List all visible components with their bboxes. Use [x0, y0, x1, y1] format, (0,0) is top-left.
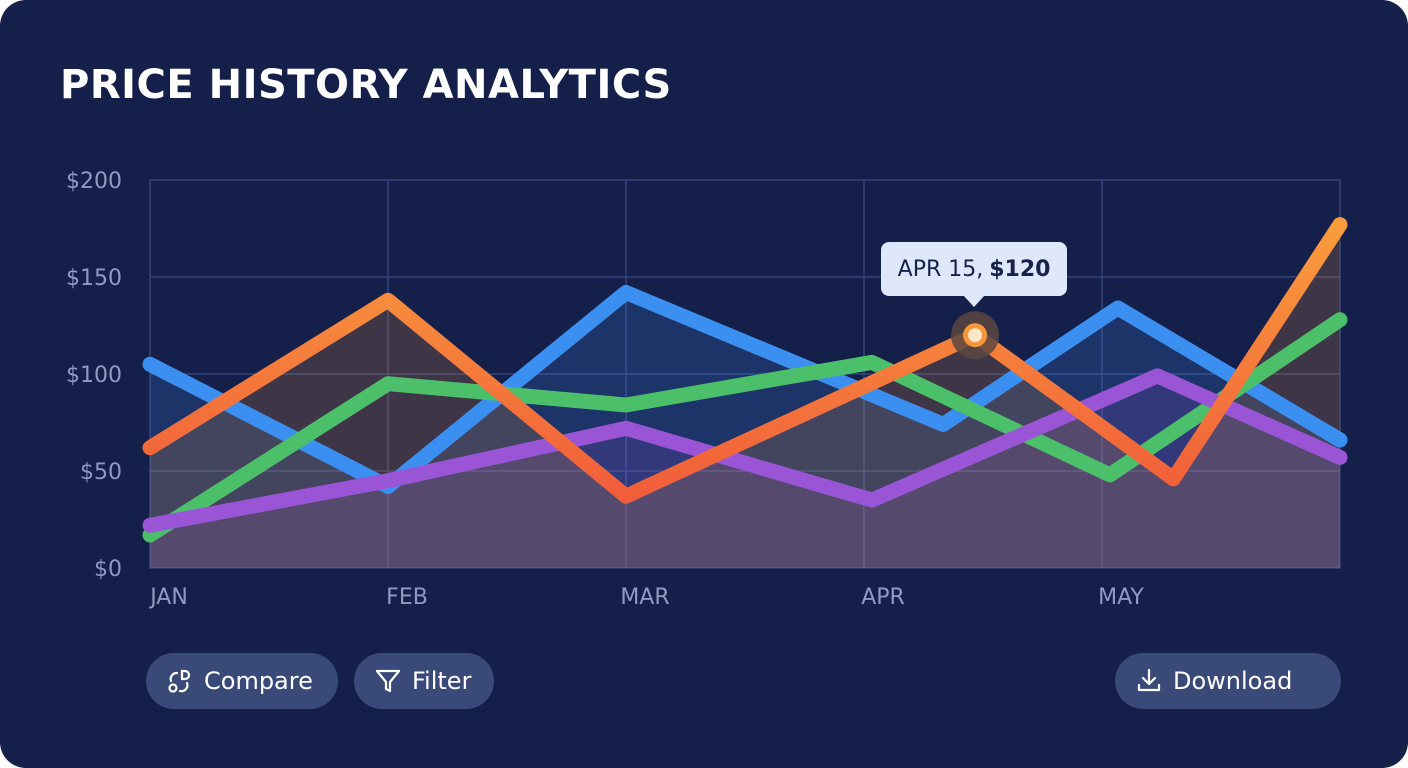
- filter-label: Filter: [412, 667, 472, 695]
- series-line-1: [142, 312, 1348, 543]
- y-tick-label: $200: [66, 169, 122, 194]
- y-tick-label: $0: [94, 557, 122, 582]
- highlight-point-center: [968, 328, 983, 343]
- x-tick-label: MAR: [620, 585, 669, 610]
- compare-icon: [168, 669, 191, 693]
- y-tick-label: $100: [66, 363, 122, 388]
- compare-button[interactable]: Compare: [146, 653, 338, 709]
- y-tick-label: $50: [80, 460, 122, 485]
- tooltip: APR 15, $120: [881, 242, 1068, 308]
- filter-icon: [375, 669, 401, 693]
- series-line-2: [142, 368, 1348, 533]
- x-tick-label: MAY: [1098, 585, 1144, 610]
- tooltip-value: $120: [989, 256, 1051, 282]
- download-button[interactable]: Download: [1115, 653, 1341, 709]
- x-tick-label: FEB: [386, 585, 428, 610]
- series-area-3: [150, 224, 1340, 568]
- series-area-2: [150, 375, 1340, 568]
- y-tick-label: $150: [66, 266, 122, 291]
- download-label: Download: [1173, 667, 1293, 695]
- compare-label: Compare: [204, 667, 313, 695]
- x-tick-label: JAN: [148, 585, 188, 610]
- series-line-3: [142, 217, 1348, 504]
- tooltip-date: APR 15,: [897, 256, 984, 282]
- x-tick-label: APR: [861, 585, 905, 610]
- series-line-0: [142, 285, 1348, 494]
- download-icon: [1137, 668, 1161, 692]
- filter-button[interactable]: Filter: [354, 653, 494, 709]
- page-title: PRICE HISTORY ANALYTICS: [60, 62, 672, 108]
